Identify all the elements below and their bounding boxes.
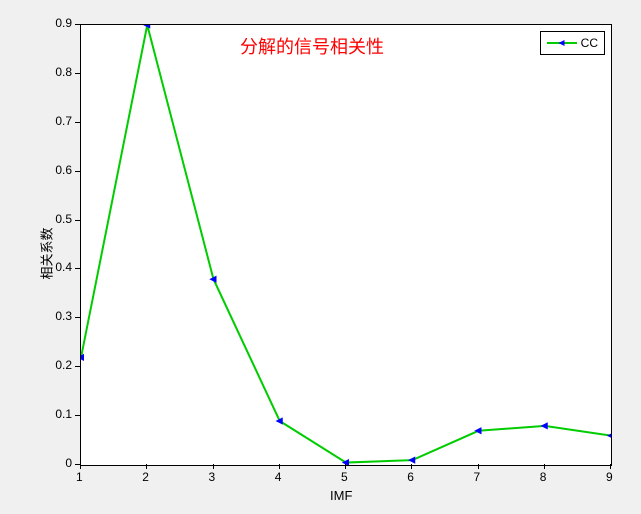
y-tick xyxy=(75,415,80,416)
plot-area: 分解的信号相关性 CC xyxy=(80,24,612,466)
legend-box: CC xyxy=(540,31,605,55)
data-marker xyxy=(607,432,611,439)
y-tick xyxy=(75,122,80,123)
x-tick xyxy=(544,464,545,469)
y-tick xyxy=(75,171,80,172)
x-tick xyxy=(345,464,346,469)
legend-label: CC xyxy=(581,36,598,50)
y-tick xyxy=(75,366,80,367)
y-tick-label: 0.8 xyxy=(55,65,72,79)
y-tick xyxy=(75,220,80,221)
y-tick-label: 0.7 xyxy=(55,114,72,128)
y-tick xyxy=(75,317,80,318)
y-tick-label: 0.1 xyxy=(55,407,72,421)
data-marker xyxy=(474,427,481,434)
chart-title: 分解的信号相关性 xyxy=(240,33,384,59)
x-tick xyxy=(478,464,479,469)
y-tick-label: 0.5 xyxy=(55,212,72,226)
y-tick-label: 0.6 xyxy=(55,163,72,177)
x-tick xyxy=(213,464,214,469)
x-tick-label: 6 xyxy=(407,470,414,484)
x-tick xyxy=(80,464,81,469)
y-axis-label: 相关系数 xyxy=(37,227,56,279)
x-tick xyxy=(411,464,412,469)
legend-sample xyxy=(547,42,577,44)
x-tick xyxy=(610,464,611,469)
y-tick-label: 0.9 xyxy=(55,16,72,30)
plot-svg xyxy=(81,25,611,465)
y-tick-label: 0.3 xyxy=(55,309,72,323)
x-tick-label: 7 xyxy=(474,470,481,484)
x-tick-label: 2 xyxy=(142,470,149,484)
data-line xyxy=(81,25,611,463)
x-tick xyxy=(279,464,280,469)
x-tick-label: 9 xyxy=(606,470,613,484)
y-tick-label: 0.4 xyxy=(55,260,72,274)
x-tick-label: 5 xyxy=(341,470,348,484)
x-axis-label: IMF xyxy=(330,488,352,503)
y-tick xyxy=(75,24,80,25)
x-tick-label: 3 xyxy=(209,470,216,484)
y-tick xyxy=(75,464,80,465)
y-tick-label: 0.2 xyxy=(55,358,72,372)
figure-container: 分解的信号相关性 CC IMF 相关系数 1 2 3 4 5 6 7 8 9 0 0.1 0.2 0.… xyxy=(0,0,641,514)
x-tick-label: 1 xyxy=(76,470,83,484)
y-tick xyxy=(75,73,80,74)
y-tick-label: 0 xyxy=(65,456,72,470)
x-tick xyxy=(146,464,147,469)
data-marker xyxy=(541,422,548,429)
x-tick-label: 8 xyxy=(540,470,547,484)
data-marker xyxy=(408,457,415,464)
y-tick xyxy=(75,268,80,269)
x-tick-label: 4 xyxy=(275,470,282,484)
